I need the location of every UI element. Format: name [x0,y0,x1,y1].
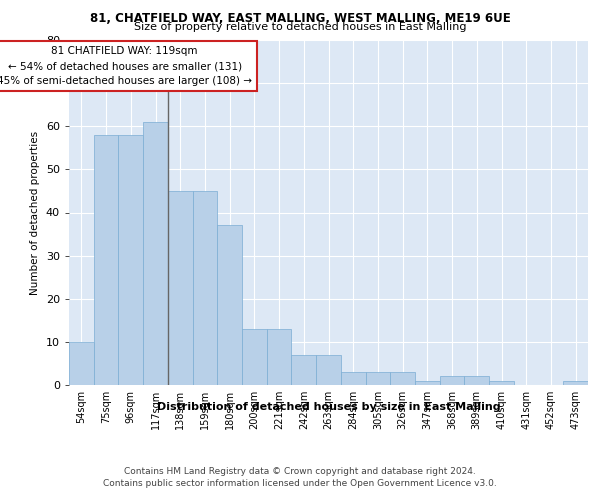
Bar [193,191,217,385]
Bar [440,376,464,385]
Text: Contains HM Land Registry data © Crown copyright and database right 2024.: Contains HM Land Registry data © Crown c… [124,468,476,476]
Text: 81, CHATFIELD WAY, EAST MALLING, WEST MALLING, ME19 6UE: 81, CHATFIELD WAY, EAST MALLING, WEST MA… [89,12,511,26]
Bar [267,329,292,385]
Bar [118,135,143,385]
Bar [168,191,193,385]
Bar [341,372,365,385]
Bar [365,372,390,385]
Text: Size of property relative to detached houses in East Malling: Size of property relative to detached ho… [134,22,466,32]
Bar [69,342,94,385]
Y-axis label: Number of detached properties: Number of detached properties [30,130,40,294]
Bar [415,380,440,385]
Text: Contains public sector information licensed under the Open Government Licence v3: Contains public sector information licen… [103,479,497,488]
Bar [316,355,341,385]
Bar [489,380,514,385]
Bar [390,372,415,385]
Bar [563,380,588,385]
Bar [464,376,489,385]
Bar [292,355,316,385]
Bar [217,226,242,385]
Bar [143,122,168,385]
Text: Distribution of detached houses by size in East Malling: Distribution of detached houses by size … [157,402,500,412]
Bar [242,329,267,385]
Bar [94,135,118,385]
Text: 81 CHATFIELD WAY: 119sqm
← 54% of detached houses are smaller (131)
45% of semi-: 81 CHATFIELD WAY: 119sqm ← 54% of detach… [0,46,252,86]
